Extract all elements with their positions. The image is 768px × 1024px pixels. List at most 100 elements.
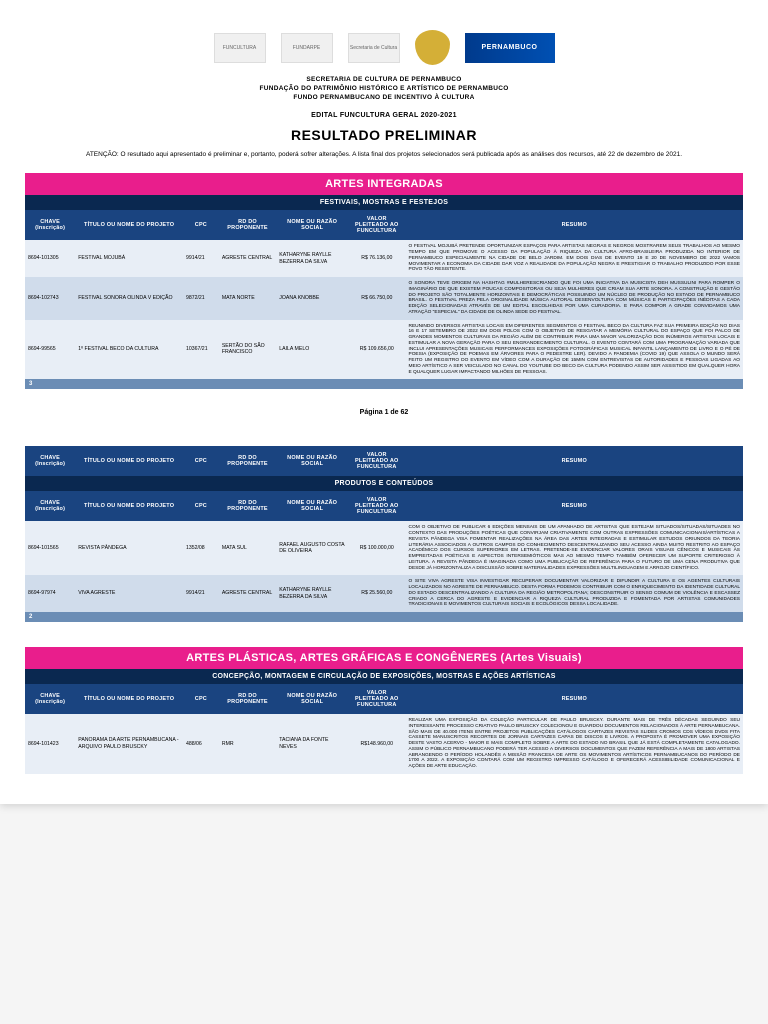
cell-valor: R$ 76.136,00 bbox=[348, 240, 405, 277]
col-valor: VALOR PLEITEADO AO FUNCULTURA bbox=[348, 491, 405, 521]
col-rd: RD DO PROPONENTE bbox=[219, 210, 276, 240]
cell-valor: R$ 109.656,00 bbox=[348, 320, 405, 380]
edital-title: EDITAL FUNCULTURA GERAL 2020-2021 bbox=[25, 112, 743, 119]
col-valor: VALOR PLEITEADO AO FUNCULTURA bbox=[348, 446, 405, 476]
col-cpc: CPC bbox=[183, 210, 219, 240]
col-resumo: RESUMO bbox=[406, 446, 744, 476]
cell-valor: R$ 100.000,00 bbox=[348, 521, 405, 575]
cell-rd: AGRESTE CENTRAL bbox=[219, 240, 276, 277]
cell-nome: RAFAEL AUGUSTO COSTA DE OLIVEIRA bbox=[276, 521, 348, 575]
count-cell: 3 bbox=[25, 379, 75, 389]
col-titulo: TÍTULO OU NOME DO PROJETO bbox=[75, 210, 183, 240]
cell-cpc: 1352/08 bbox=[183, 521, 219, 575]
col-titulo: TÍTULO OU NOME DO PROJETO bbox=[75, 446, 183, 476]
table-row: 8694-995651º FESTIVAL BECO DA CULTURA103… bbox=[25, 320, 743, 380]
table-header-row: CHAVE (Inscrição) TÍTULO OU NOME DO PROJ… bbox=[25, 491, 743, 521]
cell-titulo: FESTIVAL MOJUBÁ bbox=[75, 240, 183, 277]
cell-titulo: VIVA AGRESTE bbox=[75, 575, 183, 612]
col-rd: RD DO PROPONENTE bbox=[219, 684, 276, 714]
col-titulo: TÍTULO OU NOME DO PROJETO bbox=[75, 684, 183, 714]
cell-rd: MATA SUL bbox=[219, 521, 276, 575]
org-line-2: FUNDAÇÃO DO PATRIMÔNIO HISTÓRICO E ARTÍS… bbox=[25, 84, 743, 93]
cell-titulo: 1º FESTIVAL BECO DA CULTURA bbox=[75, 320, 183, 380]
cell-valor: R$ 66.750,00 bbox=[348, 277, 405, 320]
col-resumo: RESUMO bbox=[406, 491, 744, 521]
fundarpe-logo: FUNDARPE bbox=[281, 33, 333, 63]
logo-bar: FUNCULTURA FUNDARPE Secretaria de Cultur… bbox=[25, 30, 743, 65]
cell-cpc: 9914/21 bbox=[183, 575, 219, 612]
secretaria-logo: Secretaria de Cultura bbox=[348, 33, 400, 63]
col-chave: CHAVE (Inscrição) bbox=[25, 210, 75, 240]
table-row: 8694-101565REVISTA PÂNDEGA1352/08MATA SU… bbox=[25, 521, 743, 575]
col-chave: CHAVE (Inscrição) bbox=[25, 491, 75, 521]
cell-nome: KATHARYNE RAYLLE BEZERRA DA SILVA bbox=[276, 240, 348, 277]
cell-chave: 8694-97974 bbox=[25, 575, 75, 612]
org-header: SECRETARIA DE CULTURA DE PERNAMBUCO FUND… bbox=[25, 75, 743, 102]
table-header-repeat: CHAVE (Inscrição) TÍTULO OU NOME DO PROJ… bbox=[25, 446, 743, 476]
subsection-concepcao: CONCEPÇÃO, MONTAGEM E CIRCULAÇÃO DE EXPO… bbox=[25, 669, 743, 684]
cell-chave: 8694-99565 bbox=[25, 320, 75, 380]
cell-rd: SERTÃO DO SÃO FRANCISCO bbox=[219, 320, 276, 380]
section-artes-plasticas: ARTES PLÁSTICAS, ARTES GRÁFICAS E CONGÊN… bbox=[25, 647, 743, 669]
cell-resumo: COM O OBJETIVO DE PUBLICAR 6 EDIÇÕES MEN… bbox=[406, 521, 744, 575]
col-nome: NOME OU RAZÃO SOCIAL bbox=[276, 210, 348, 240]
col-valor: VALOR PLEITEADO AO FUNCULTURA bbox=[348, 684, 405, 714]
table-count-row: 3 bbox=[25, 379, 743, 389]
col-resumo: RESUMO bbox=[406, 210, 744, 240]
table-header-row: CHAVE (Inscrição) TÍTULO OU NOME DO PROJ… bbox=[25, 684, 743, 714]
table-row: 8694-101305FESTIVAL MOJUBÁ9914/21AGRESTE… bbox=[25, 240, 743, 277]
col-chave: CHAVE (Inscrição) bbox=[25, 446, 75, 476]
table-row: 8694-102743FESTIVAL SONORA OLINDA V EDIÇ… bbox=[25, 277, 743, 320]
table-header-row: CHAVE (Inscrição) TÍTULO OU NOME DO PROJ… bbox=[25, 446, 743, 476]
cell-nome: JOANA KNOBBE bbox=[276, 277, 348, 320]
cell-valor: R$148.960,00 bbox=[348, 714, 405, 774]
atencao-text: ATENÇÃO: O resultado aqui apresentado é … bbox=[25, 151, 743, 158]
table-header-row: CHAVE (Inscrição) TÍTULO OU NOME DO PROJ… bbox=[25, 210, 743, 240]
subsection-festivais: FESTIVAIS, MOSTRAS E FESTEJOS bbox=[25, 195, 743, 210]
cell-chave: 8694-102743 bbox=[25, 277, 75, 320]
org-line-3: FUNDO PERNAMBUCANO DE INCENTIVO À CULTUR… bbox=[25, 93, 743, 102]
col-rd: RD DO PROPONENTE bbox=[219, 491, 276, 521]
cell-resumo: REUNINDO DIVERSOS ARTISTAS LOCAIS EM DIF… bbox=[406, 320, 744, 380]
col-nome: NOME OU RAZÃO SOCIAL bbox=[276, 684, 348, 714]
table-festivais: CHAVE (Inscrição) TÍTULO OU NOME DO PROJ… bbox=[25, 210, 743, 389]
count-cell: 2 bbox=[25, 612, 75, 622]
cell-resumo: O SONORA TEVE ORIGEM NA HASHTAG #MULHERE… bbox=[406, 277, 744, 320]
table-row: 8694-97974VIVA AGRESTE9914/21AGRESTE CEN… bbox=[25, 575, 743, 612]
cell-titulo: FESTIVAL SONORA OLINDA V EDIÇÃO bbox=[75, 277, 183, 320]
section-artes-integradas: ARTES INTEGRADAS bbox=[25, 173, 743, 195]
cell-nome: LAILA MELO bbox=[276, 320, 348, 380]
col-cpc: CPC bbox=[183, 446, 219, 476]
col-resumo: RESUMO bbox=[406, 684, 744, 714]
cell-cpc: 488/06 bbox=[183, 714, 219, 774]
col-valor: VALOR PLEITEADO AO FUNCULTURA bbox=[348, 210, 405, 240]
cell-cpc: 9872/21 bbox=[183, 277, 219, 320]
org-line-1: SECRETARIA DE CULTURA DE PERNAMBUCO bbox=[25, 75, 743, 84]
pernambuco-logo: PERNAMBUCO bbox=[465, 33, 555, 63]
cell-resumo: O SITE VIVA AGRESTE VISA INVESTIGAR RECU… bbox=[406, 575, 744, 612]
col-nome: NOME OU RAZÃO SOCIAL bbox=[276, 491, 348, 521]
table-artes-visuais: CHAVE (Inscrição) TÍTULO OU NOME DO PROJ… bbox=[25, 684, 743, 774]
cell-chave: 8694-101423 bbox=[25, 714, 75, 774]
cell-rd: RMR bbox=[219, 714, 276, 774]
table-produtos: CHAVE (Inscrição) TÍTULO OU NOME DO PROJ… bbox=[25, 491, 743, 622]
table-count-row: 2 bbox=[25, 612, 743, 622]
col-cpc: CPC bbox=[183, 684, 219, 714]
cell-rd: AGRESTE CENTRAL bbox=[219, 575, 276, 612]
cell-cpc: 9914/21 bbox=[183, 240, 219, 277]
cell-chave: 8694-101305 bbox=[25, 240, 75, 277]
cell-rd: MATA NORTE bbox=[219, 277, 276, 320]
col-cpc: CPC bbox=[183, 491, 219, 521]
shield-icon bbox=[415, 30, 450, 65]
cell-resumo: O FESTIVAL MOJUBÁ PRETENDE OPORTUNIZAR E… bbox=[406, 240, 744, 277]
table-row: 8694-101423PANORAMA DA ARTE PERNAMBUCANA… bbox=[25, 714, 743, 774]
funcultura-logo: FUNCULTURA bbox=[214, 33, 266, 63]
subsection-produtos: PRODUTOS E CONTEÚDOS bbox=[25, 476, 743, 491]
cell-valor: R$ 25.560,00 bbox=[348, 575, 405, 612]
col-titulo: TÍTULO OU NOME DO PROJETO bbox=[75, 491, 183, 521]
col-rd: RD DO PROPONENTE bbox=[219, 446, 276, 476]
cell-titulo: PANORAMA DA ARTE PERNAMBUCANA -ARQUIVO P… bbox=[75, 714, 183, 774]
cell-cpc: 10367/21 bbox=[183, 320, 219, 380]
cell-nome: KATHARYNE RAYLLE BEZERRA DA SILVA bbox=[276, 575, 348, 612]
col-chave: CHAVE (Inscrição) bbox=[25, 684, 75, 714]
